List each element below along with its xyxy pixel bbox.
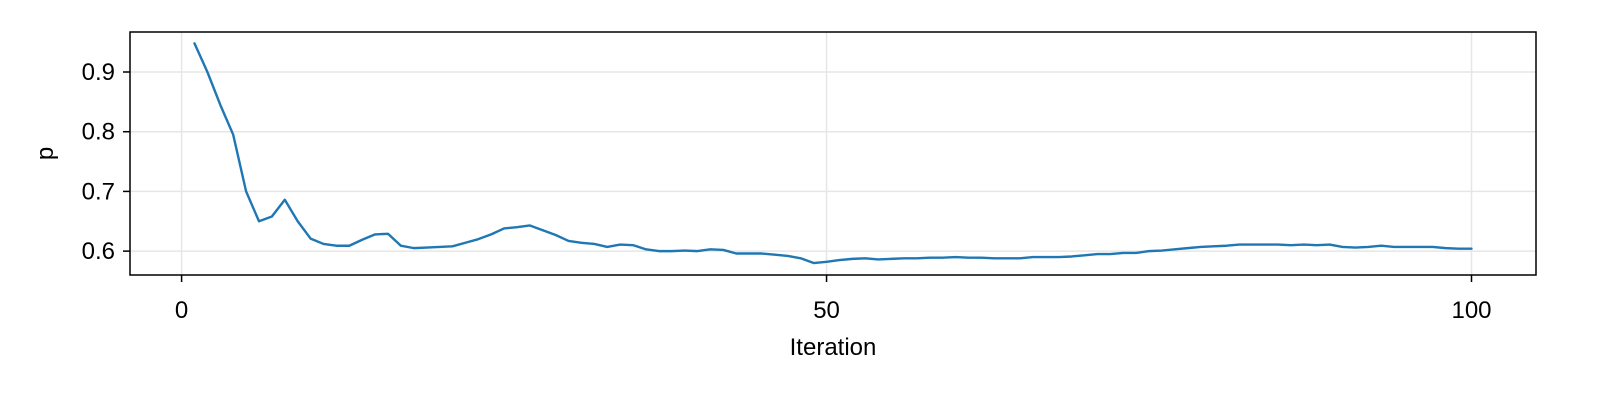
x-tick-label: 100 [1451,297,1491,324]
y-tick-label: 0.8 [82,119,115,146]
series-layer [193,42,1473,265]
series-line-0 [193,42,1473,265]
x-tick-label: 0 [175,297,188,324]
y-tick-label: 0.9 [82,59,115,86]
gridlines [130,32,1536,275]
y-tick-label: 0.7 [82,178,115,205]
axis-ticks: 0 50 100 0.6 0.7 0.8 0.9 [82,59,1492,324]
y-tick-label: 0.6 [82,238,115,265]
plot-frame [129,31,1537,276]
x-tick-label: 50 [813,297,840,324]
x-axis-label: Iteration [790,334,877,361]
y-axis-label: p [32,147,59,160]
